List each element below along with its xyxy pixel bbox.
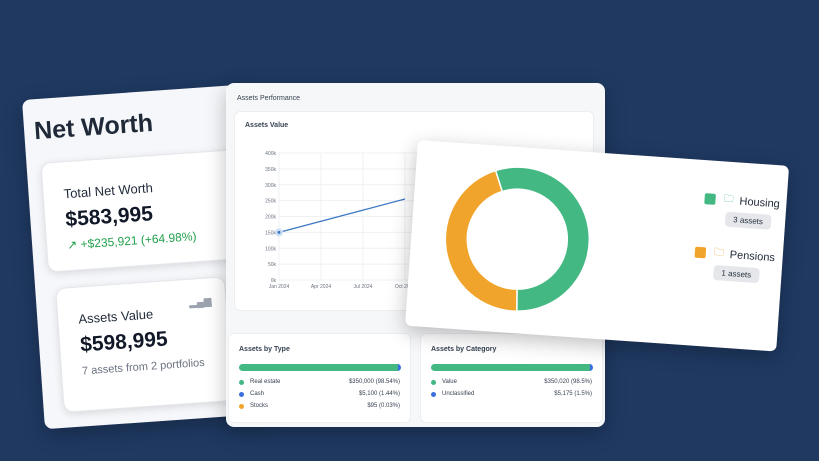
- housing-count-badge: 3 assets: [724, 211, 772, 230]
- y-tick-label: 300k: [265, 183, 276, 189]
- legend-dot: [239, 379, 244, 385]
- legend-value: $350,000 (98.54%): [348, 379, 400, 385]
- housing-swatch: [704, 193, 716, 205]
- legend-dot: [431, 379, 436, 385]
- x-tick-label: Jan 2024: [269, 284, 290, 290]
- folder-icon: 🗀: [713, 246, 725, 259]
- total-net-worth-label: Total Net Worth: [63, 180, 154, 202]
- legend-value: $5,175 (1.5%): [554, 391, 592, 397]
- section-title: Assets Performance: [237, 95, 301, 102]
- data-point[interactable]: [277, 230, 281, 234]
- legend-housing[interactable]: 🗀 Housing: [704, 190, 780, 212]
- y-tick-label: 150k: [265, 230, 276, 236]
- chart-title: Assets Value: [245, 122, 289, 129]
- assets-by-category-panel: Assets by Category Value $350,020 (98.5%)…: [420, 333, 603, 423]
- y-tick-label: 0k: [271, 278, 277, 284]
- page-title: Net Worth: [33, 108, 154, 146]
- donut-slice-housing[interactable]: [486, 165, 594, 315]
- folder-icon: 🗀: [723, 193, 734, 206]
- allocation-donut-card: 🗀 Housing 3 assets 🗀 Pensions 1 assets: [405, 140, 790, 352]
- category-distribution-bar: [431, 364, 593, 371]
- legend-row: Stocks: [239, 403, 268, 409]
- legend-dot: [239, 403, 244, 409]
- total-net-worth-value: $583,995: [64, 202, 154, 232]
- trending-up-icon: ↗: [66, 237, 78, 253]
- legend-value: $95 (0.03%): [367, 403, 400, 409]
- legend-row: Unclassified: [431, 391, 474, 397]
- x-tick-label: Oct 2024: [395, 284, 416, 290]
- panel-title: Assets by Type: [239, 346, 290, 353]
- y-tick-label: 100k: [265, 246, 276, 252]
- legend-pensions[interactable]: 🗀 Pensions: [694, 244, 775, 267]
- y-tick-label: 350k: [265, 167, 276, 173]
- donut-chart: [440, 165, 594, 315]
- assets-value-label: Assets Value: [77, 306, 154, 327]
- y-tick-label: 400k: [265, 151, 276, 157]
- legend-value: $5,100 (1.44%): [358, 391, 400, 397]
- legend-row: Real estate: [239, 379, 280, 385]
- legend-dot: [431, 391, 436, 397]
- y-tick-label: 50k: [268, 262, 277, 268]
- legend-row: Cash: [239, 391, 264, 397]
- net-worth-change: ↗ +$235,921 (+64.98%): [66, 229, 197, 253]
- bar-chart-icon: ▂▄▆: [188, 296, 212, 309]
- donut-slice-pensions[interactable]: [440, 167, 526, 312]
- y-tick-label: 250k: [265, 199, 276, 205]
- type-distribution-bar: [239, 364, 401, 371]
- legend-value: $350,020 (98.5%): [544, 379, 592, 385]
- legend-row: Value: [431, 379, 457, 385]
- assets-by-type-panel: Assets by Type Real estate $350,000 (98.5…: [228, 333, 411, 423]
- x-tick-label: Apr 2024: [311, 284, 332, 290]
- pensions-swatch: [694, 246, 707, 259]
- pensions-count-badge: 1 assets: [712, 264, 760, 284]
- panel-title: Assets by Category: [431, 346, 497, 353]
- assets-note: 7 assets from 2 portfolios: [81, 356, 206, 378]
- y-tick-label: 200k: [265, 215, 276, 221]
- legend-dot: [239, 391, 244, 397]
- assets-value: $598,995: [79, 327, 169, 357]
- series-line: [278, 198, 406, 234]
- assets-value-card: ▂▄▆ Assets Value $598,995 7 assets from …: [55, 276, 234, 413]
- x-tick-label: Jul 2024: [354, 284, 373, 290]
